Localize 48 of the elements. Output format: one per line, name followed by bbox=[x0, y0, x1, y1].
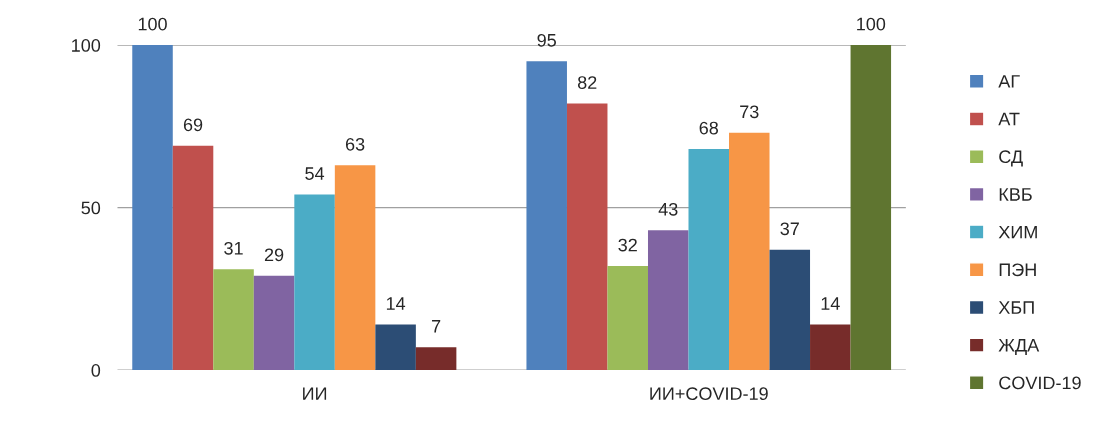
legend-label: АТ bbox=[998, 112, 1020, 126]
legend-label: КВБ bbox=[999, 188, 1032, 201]
bar bbox=[415, 347, 457, 371]
bar bbox=[253, 275, 295, 371]
bar bbox=[688, 149, 730, 371]
bar bbox=[810, 324, 851, 371]
bar bbox=[566, 103, 608, 371]
data-label: 63 bbox=[345, 137, 365, 151]
bar bbox=[213, 269, 254, 371]
data-label: 14 bbox=[386, 297, 406, 310]
bar bbox=[647, 230, 689, 371]
x-tick-label: ИИ bbox=[303, 387, 327, 400]
legend-label: СД bbox=[999, 150, 1023, 167]
legend-label: COVID-19 bbox=[999, 376, 1081, 390]
data-label: 69 bbox=[183, 118, 203, 132]
data-label: 7 bbox=[432, 320, 441, 333]
y-tick-label: 100 bbox=[72, 39, 101, 52]
legend-label: ЖДА bbox=[998, 338, 1040, 355]
data-label: 32 bbox=[618, 238, 637, 252]
bar bbox=[375, 324, 416, 371]
data-label: 100 bbox=[857, 17, 886, 31]
data-label: 95 bbox=[537, 33, 556, 47]
bar bbox=[132, 45, 173, 371]
data-label: 100 bbox=[138, 17, 167, 31]
bar bbox=[294, 194, 335, 371]
data-label: 14 bbox=[821, 297, 840, 310]
bar bbox=[729, 132, 770, 371]
y-tick-label: 50 bbox=[81, 201, 101, 215]
data-label: 54 bbox=[305, 167, 325, 180]
legend-label: АГ bbox=[998, 75, 1020, 88]
bar bbox=[526, 61, 567, 371]
bar bbox=[769, 249, 811, 371]
legend-label: ПЭН bbox=[999, 263, 1036, 277]
x-tick-label: ИИ+COVID-19 bbox=[650, 387, 768, 401]
legend-label: ХИМ bbox=[998, 225, 1037, 239]
bar bbox=[172, 145, 214, 371]
data-label: 43 bbox=[658, 202, 678, 216]
bar bbox=[607, 266, 648, 371]
y-tick-label: 0 bbox=[91, 364, 101, 377]
data-label: 73 bbox=[740, 105, 759, 119]
data-label: 29 bbox=[264, 248, 284, 262]
legend-label: ХБП bbox=[998, 301, 1034, 314]
bar bbox=[850, 45, 892, 371]
data-label: 37 bbox=[780, 222, 799, 236]
data-label: 31 bbox=[224, 241, 243, 255]
bar bbox=[334, 165, 376, 371]
data-label: 68 bbox=[699, 121, 719, 135]
data-label: 82 bbox=[577, 76, 597, 89]
